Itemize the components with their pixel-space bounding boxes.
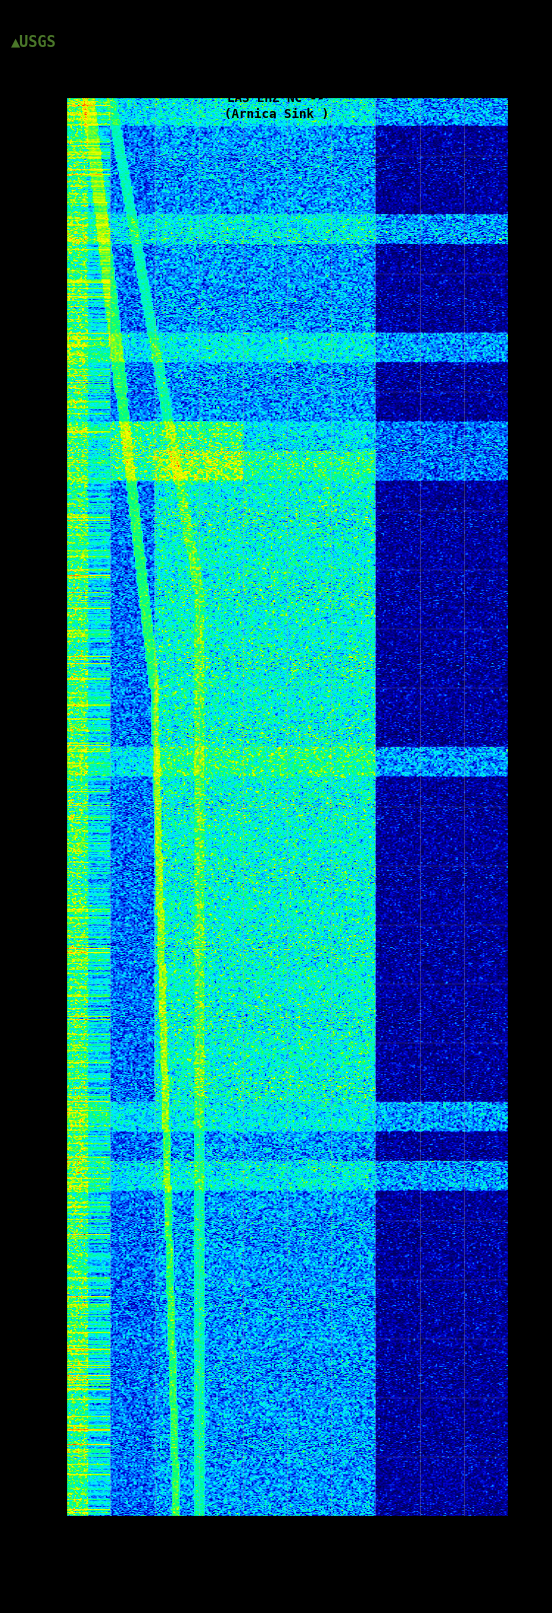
- Text: PDT: PDT: [66, 79, 87, 89]
- Text: Jun26,2021: Jun26,2021: [110, 79, 178, 89]
- Text: (Arnica Sink ): (Arnica Sink ): [224, 108, 328, 121]
- Text: LAS EHZ NC --: LAS EHZ NC --: [227, 92, 325, 105]
- Text: ▲USGS: ▲USGS: [11, 34, 57, 50]
- Text: UTC: UTC: [487, 79, 508, 89]
- X-axis label: FREQUENCY (HZ): FREQUENCY (HZ): [235, 1542, 339, 1555]
